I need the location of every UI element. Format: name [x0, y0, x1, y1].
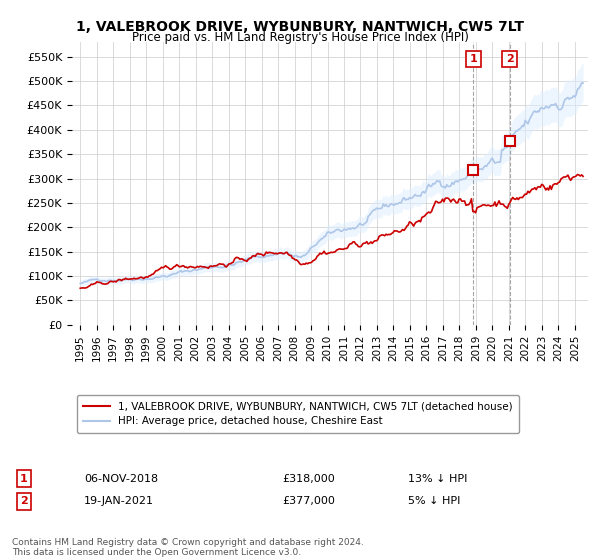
Text: 1: 1 — [470, 54, 477, 64]
Text: 2: 2 — [20, 496, 28, 506]
Text: 06-NOV-2018: 06-NOV-2018 — [84, 474, 158, 484]
Text: £377,000: £377,000 — [282, 496, 335, 506]
Text: 5% ↓ HPI: 5% ↓ HPI — [408, 496, 460, 506]
Text: 13% ↓ HPI: 13% ↓ HPI — [408, 474, 467, 484]
Text: 1, VALEBROOK DRIVE, WYBUNBURY, NANTWICH, CW5 7LT: 1, VALEBROOK DRIVE, WYBUNBURY, NANTWICH,… — [76, 20, 524, 34]
Legend: 1, VALEBROOK DRIVE, WYBUNBURY, NANTWICH, CW5 7LT (detached house), HPI: Average : 1, VALEBROOK DRIVE, WYBUNBURY, NANTWICH,… — [77, 395, 519, 433]
Text: Price paid vs. HM Land Registry's House Price Index (HPI): Price paid vs. HM Land Registry's House … — [131, 31, 469, 44]
Text: £318,000: £318,000 — [282, 474, 335, 484]
Text: 1: 1 — [20, 474, 28, 484]
Text: 19-JAN-2021: 19-JAN-2021 — [84, 496, 154, 506]
Text: Contains HM Land Registry data © Crown copyright and database right 2024.
This d: Contains HM Land Registry data © Crown c… — [12, 538, 364, 557]
Text: 2: 2 — [506, 54, 514, 64]
